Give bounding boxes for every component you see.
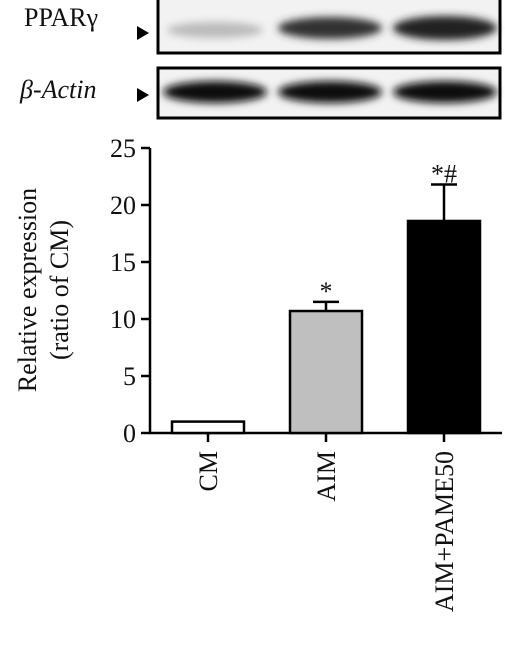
y-axis-label: (ratio of CM) — [45, 220, 74, 360]
bar — [288, 309, 364, 435]
y-tick-label: 10 — [110, 305, 136, 334]
y-tick-label: 0 — [123, 419, 136, 448]
y-tick-label: 25 — [110, 134, 136, 163]
x-tick-label: AIM+PAME50 — [430, 451, 459, 612]
y-axis-label: Relative expression — [13, 188, 42, 392]
y-tick-label: 15 — [110, 248, 136, 277]
y-tick-label: 20 — [110, 191, 136, 220]
significance-label: *# — [431, 159, 457, 188]
blot-label: PPARγ — [24, 3, 98, 32]
blot-pparg — [137, 0, 502, 55]
bar — [406, 219, 482, 435]
blot-actin — [137, 66, 502, 120]
bar — [170, 420, 246, 435]
significance-label: * — [320, 277, 333, 306]
blot-label: β-Actin — [19, 75, 96, 104]
x-tick-label: AIM — [312, 451, 341, 502]
y-tick-label: 5 — [123, 362, 136, 391]
x-tick-label: CM — [194, 451, 223, 491]
